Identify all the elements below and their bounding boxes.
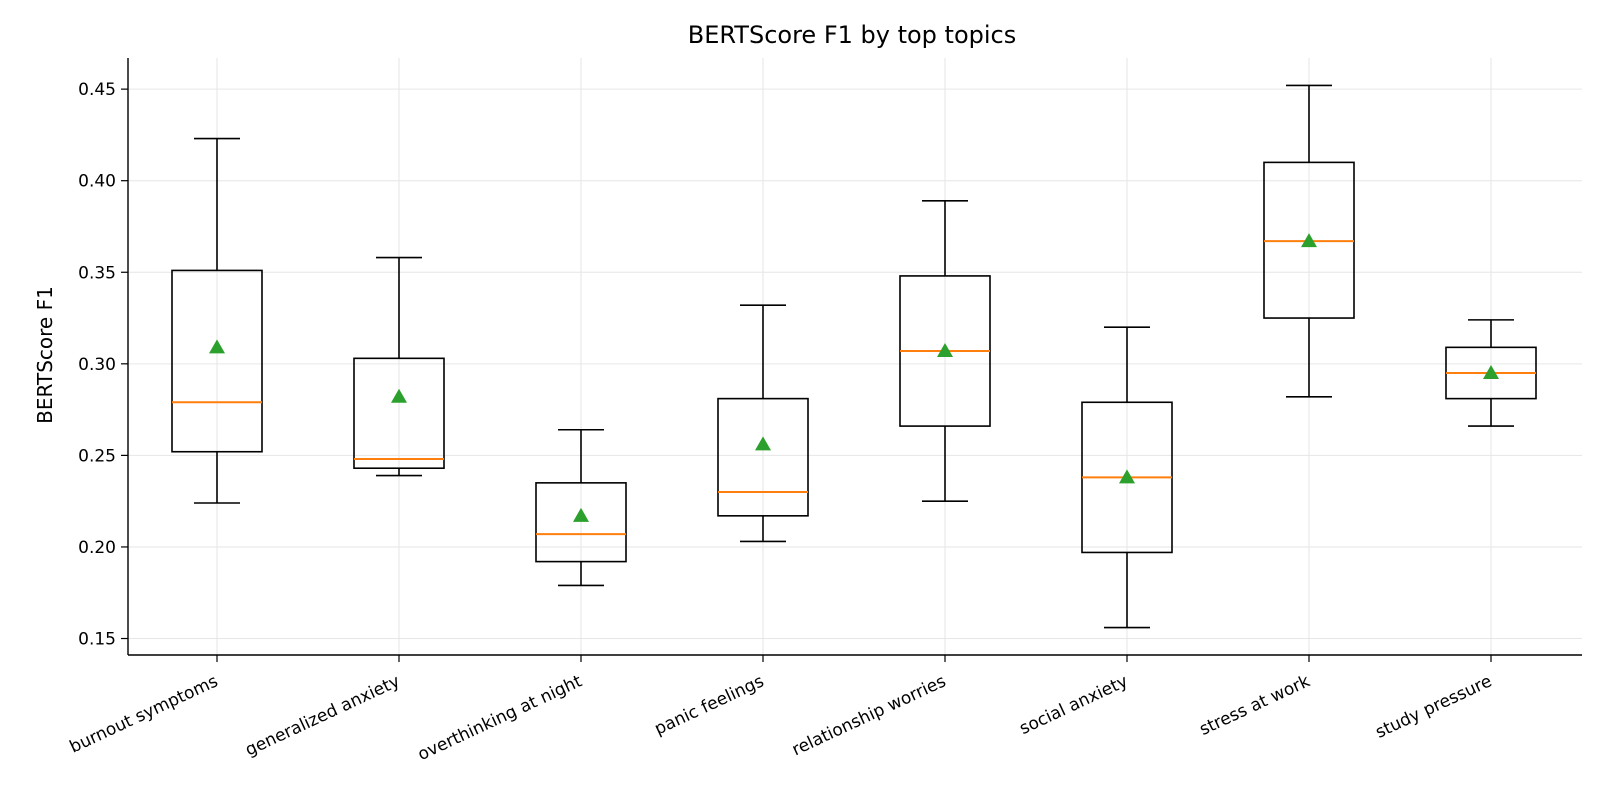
- y-tick-label: 0.40: [78, 172, 116, 192]
- grid-layer: [128, 58, 1582, 655]
- y-tick-label: 0.25: [78, 446, 116, 466]
- box-group: [899, 200, 991, 502]
- y-tick-label: 0.15: [78, 630, 116, 650]
- box-group: [535, 428, 627, 587]
- box-group: [353, 256, 445, 477]
- mean-marker: [755, 436, 771, 451]
- y-tick-label: 0.30: [78, 355, 116, 375]
- iqr-box: [171, 269, 263, 453]
- box-group: [171, 137, 263, 504]
- chart-title: BERTScore F1 by top topics: [688, 21, 1017, 49]
- x-tick-label: generalized anxiety: [242, 671, 403, 760]
- iqr-box: [353, 357, 445, 470]
- mean-marker: [1119, 469, 1135, 484]
- x-tick-label: stress at work: [1196, 671, 1313, 740]
- y-tick-label: 0.35: [78, 263, 116, 283]
- mean-marker: [573, 507, 589, 522]
- mean-marker: [1483, 364, 1499, 379]
- mean-marker: [391, 388, 407, 403]
- iqr-box: [717, 397, 809, 517]
- mean-marker: [1301, 233, 1317, 248]
- x-tick-label: panic feelings: [652, 671, 768, 739]
- box-group: [1263, 84, 1355, 398]
- x-tick-label: study pressure: [1372, 671, 1495, 742]
- y-axis-title: BERTScore F1: [33, 286, 57, 424]
- y-tick-label: 0.20: [78, 538, 116, 558]
- box-group: [717, 304, 809, 543]
- box-group: [1081, 326, 1173, 629]
- mean-marker: [937, 343, 953, 358]
- box-group: [1445, 319, 1537, 427]
- x-tick-label: relationship worries: [789, 671, 949, 760]
- y-tick-label: 0.45: [78, 80, 116, 100]
- box-layer: [171, 84, 1537, 629]
- x-tick-label: burnout symptoms: [67, 671, 222, 757]
- mean-marker: [209, 339, 225, 354]
- x-tick-label: overthinking at night: [415, 671, 586, 765]
- iqr-box: [535, 482, 627, 563]
- x-tick-label: social anxiety: [1017, 671, 1132, 739]
